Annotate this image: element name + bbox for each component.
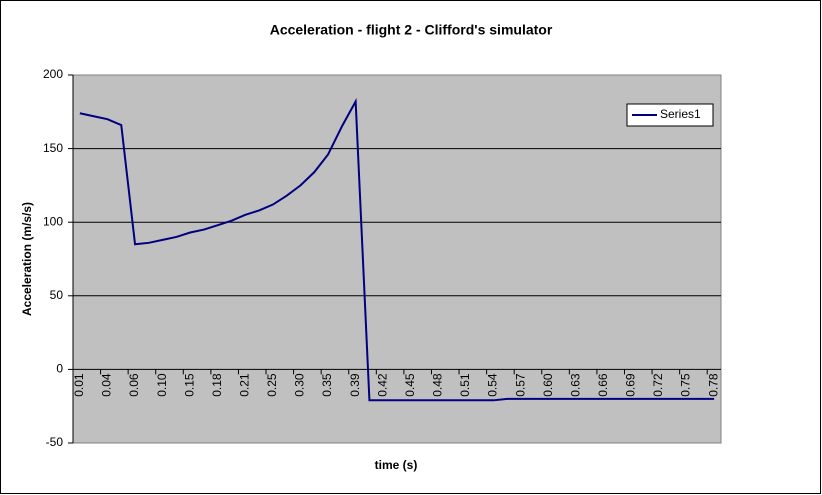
x-tick-label: 0.18	[210, 373, 224, 397]
chart-title: Acceleration - flight 2 - Clifford's sim…	[270, 22, 553, 38]
x-tick-label: 0.45	[403, 373, 417, 397]
x-axis-title: time (s)	[375, 458, 418, 472]
x-tick-label: 0.54	[486, 373, 500, 397]
x-tick-label: 0.06	[127, 373, 141, 397]
x-tick-label: 0.35	[320, 373, 334, 397]
y-axis-title: Acceleration (m/s/s)	[20, 202, 34, 316]
series-line	[79, 97, 715, 402]
y-tick-label: 100	[43, 214, 63, 228]
x-tick-label: 0.25	[265, 373, 279, 397]
x-tick-label: 0.63	[568, 373, 582, 397]
x-tick-label: 0.15	[182, 373, 196, 397]
x-tick-label: 0.60	[541, 373, 555, 397]
x-tick-label: 0.51	[458, 373, 472, 397]
x-tick-label: 0.42	[375, 373, 389, 397]
x-tick-label: 0.30	[293, 373, 307, 397]
x-tick-label: 0.78	[706, 373, 720, 397]
x-tick-label: 0.48	[431, 373, 445, 397]
x-tick-label: 0.69	[624, 373, 638, 397]
x-tick-label: 0.10	[155, 373, 169, 397]
legend-label: Series1	[660, 107, 701, 121]
x-tick-label: 0.75	[679, 373, 693, 397]
y-tick-label: 50	[50, 288, 64, 302]
x-tick-label: 0.72	[651, 373, 665, 397]
x-tick-label: 0.39	[348, 373, 362, 397]
y-tick-label: 200	[43, 67, 63, 81]
x-tick-label: 0.01	[72, 373, 86, 397]
legend	[626, 103, 714, 127]
x-tick-label: 0.21	[238, 373, 252, 397]
plot-area	[72, 74, 722, 444]
x-tick-label: 0.66	[596, 373, 610, 397]
y-tick-label: 150	[43, 141, 63, 155]
x-tick-label: 0.57	[513, 373, 527, 397]
y-tick-label: -50	[46, 435, 64, 449]
x-tick-label: 0.04	[100, 373, 114, 397]
y-tick-label: 0	[56, 362, 63, 376]
